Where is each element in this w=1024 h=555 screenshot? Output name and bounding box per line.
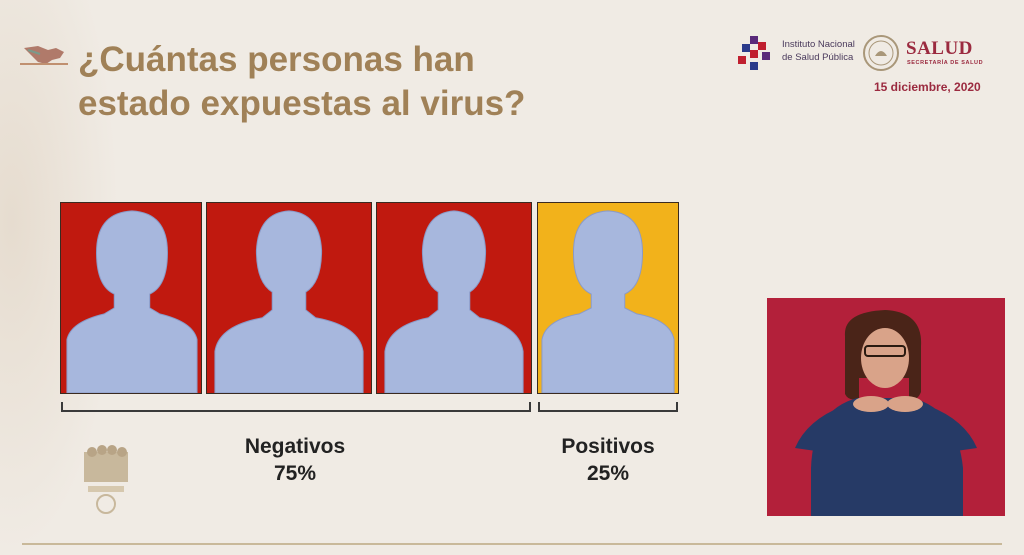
positive-percentage: 25%: [586, 462, 630, 485]
salud-name: SALUD: [906, 38, 973, 59]
negative-label: Negativos 75%: [195, 433, 395, 487]
male-silhouette-icon: [384, 210, 524, 393]
person-panel-negative-2: [206, 202, 372, 394]
positive-bracket: [538, 402, 678, 412]
female-silhouette-icon: [541, 210, 675, 393]
institute-name: Instituto Nacional de Salud Pública: [782, 38, 855, 64]
insp-logo-icon: [738, 36, 770, 70]
negative-label-text: Negativos: [244, 435, 346, 458]
interpreter-figure-icon: [795, 310, 977, 516]
national-seal-icon: [863, 35, 899, 71]
slide-date: 15 diciembre, 2020: [874, 80, 981, 94]
female-silhouette-icon: [66, 210, 198, 393]
title-line-2: estado expuestas al virus?: [78, 84, 526, 123]
positive-label-text: Positivos: [561, 435, 655, 458]
slide-title: ¿Cuántas personas han estado expuestas a…: [78, 38, 718, 126]
institute-line-2: de Salud Pública: [782, 52, 854, 63]
title-line-1: ¿Cuántas personas han: [78, 40, 475, 79]
negative-bracket: [61, 402, 531, 412]
positive-label: Positivos 25%: [518, 433, 698, 487]
institute-line-1: Instituto Nacional: [782, 39, 855, 50]
person-panel-negative-1: [60, 202, 202, 394]
male-silhouette-icon: [214, 210, 364, 393]
person-panel-positive-1: [537, 202, 679, 394]
sign-language-interpreter-video: [767, 298, 1005, 516]
salud-subtitle: SECRETARÍA DE SALUD: [907, 60, 984, 66]
historic-figures-logo-icon: [84, 445, 128, 514]
footer-divider: [22, 543, 1002, 545]
negative-percentage: 75%: [273, 462, 317, 485]
institute-logo: Instituto Nacional de Salud Pública: [736, 34, 866, 72]
person-panel-negative-3: [376, 202, 532, 394]
salud-logo: SALUD SECRETARÍA DE SALUD: [862, 34, 1012, 74]
government-map-logo-icon: [20, 46, 68, 65]
